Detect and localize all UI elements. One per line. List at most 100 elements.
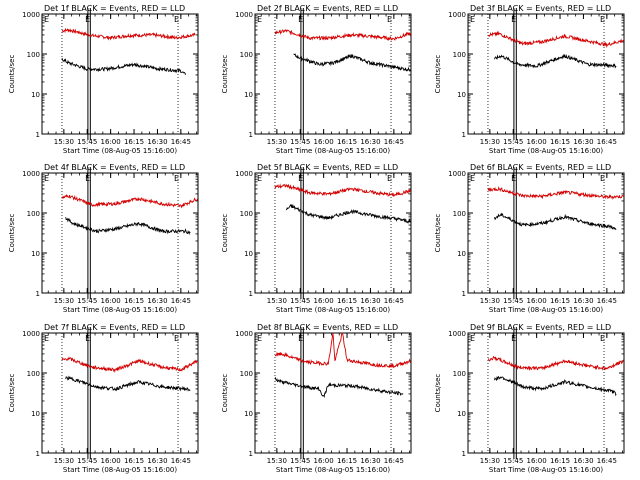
event-marker-label: E <box>298 334 303 343</box>
y-axis-label: Counts/sec <box>434 55 442 94</box>
x-tick-label: 16:15 <box>124 138 144 146</box>
series-line-lld-red <box>274 29 412 42</box>
y-tick-label: 1000 <box>22 170 40 178</box>
x-tick-label: 15:45 <box>503 457 523 465</box>
series-line-events-black <box>274 376 404 399</box>
x-tick-label: 16:00 <box>101 297 121 305</box>
event-marker-label: E <box>44 15 49 24</box>
x-tick-label: 16:30 <box>360 457 380 465</box>
x-tick-label: 16:00 <box>101 138 121 146</box>
x-tick-label: 16:15 <box>550 457 570 465</box>
series-line-lld-red <box>487 355 625 372</box>
chart-title: Det 3f BLACK = Events, RED = LLD <box>470 4 611 13</box>
event-marker-label: E <box>85 334 90 343</box>
x-tick-label: 15:45 <box>77 138 97 146</box>
x-tick-label: 15:30 <box>480 138 500 146</box>
x-tick-label: 16:00 <box>527 457 547 465</box>
event-marker-label: E <box>600 15 605 24</box>
x-tick-label: 16:00 <box>101 457 121 465</box>
event-marker-label: E <box>511 15 516 24</box>
x-tick-label: 15:30 <box>54 457 74 465</box>
y-tick-label: 1 <box>249 131 253 139</box>
event-marker-label: E <box>44 334 49 343</box>
x-tick-label: 16:15 <box>124 297 144 305</box>
event-marker-label: E <box>600 174 605 183</box>
y-tick-label: 100 <box>27 370 40 378</box>
event-marker-label: E <box>174 15 179 24</box>
x-axis-label: Start Time (08-Aug-05 15:16:00) <box>63 306 177 314</box>
x-axis-label: Start Time (08-Aug-05 15:16:00) <box>489 306 603 314</box>
y-axis-label: Counts/sec <box>434 374 442 413</box>
y-tick-label: 1 <box>249 450 253 458</box>
chart-panel-7: Det 7f BLACK = Events, RED = LLD 1 10 100 10… <box>8 323 199 474</box>
x-tick-label: 16:45 <box>384 297 404 305</box>
x-tick-label: 16:30 <box>573 297 593 305</box>
y-tick-label: 100 <box>240 210 253 218</box>
y-tick-label: 10 <box>457 91 466 99</box>
y-tick-label: 1000 <box>448 170 466 178</box>
x-tick-label: 16:30 <box>573 457 593 465</box>
x-axis-label: Start Time (08-Aug-05 15:16:00) <box>63 147 177 155</box>
chart-title: Det 2f BLACK = Events, RED = LLD <box>257 4 398 13</box>
y-tick-label: 100 <box>27 210 40 218</box>
y-tick-label: 10 <box>244 250 253 258</box>
series-line-lld-red <box>274 332 412 369</box>
series-line-lld-red <box>487 30 624 49</box>
x-tick-label: 16:15 <box>550 297 570 305</box>
y-axis-label: Counts/sec <box>8 55 16 94</box>
chart-title: Det 8f BLACK = Events, RED = LLD <box>257 323 398 332</box>
plot-frame <box>254 172 412 294</box>
y-axis-label: Counts/sec <box>434 214 442 253</box>
event-marker-label: E <box>257 15 262 24</box>
chart-panel-8: Det 8f BLACK = Events, RED = LLD 1 10 100 10… <box>221 323 412 474</box>
plot-frame <box>254 13 412 135</box>
x-tick-label: 16:45 <box>384 457 404 465</box>
series-line-events-black <box>494 53 617 69</box>
y-tick-label: 10 <box>244 91 253 99</box>
event-marker-label: E <box>511 334 516 343</box>
y-tick-label: 10 <box>457 410 466 418</box>
x-tick-label: 16:30 <box>147 457 167 465</box>
y-tick-label: 1 <box>462 290 466 298</box>
chart-title: Det 9f BLACK = Events, RED = LLD <box>470 323 611 332</box>
series-line-events-black <box>65 217 191 236</box>
x-tick-label: 16:00 <box>314 457 334 465</box>
series-line-lld-red <box>61 194 199 209</box>
y-tick-label: 100 <box>453 370 466 378</box>
x-axis-label: Start Time (08-Aug-05 15:16:00) <box>489 466 603 474</box>
y-tick-label: 100 <box>240 370 253 378</box>
plot-frame <box>467 172 625 294</box>
x-tick-label: 15:30 <box>480 457 500 465</box>
event-marker-label: E <box>44 174 49 183</box>
event-marker-label: E <box>470 334 475 343</box>
x-tick-label: 16:45 <box>171 138 191 146</box>
series-line-lld-red <box>61 356 198 373</box>
chart-panel-2: Det 2f BLACK = Events, RED = LLD 1 10 100 10… <box>221 4 412 155</box>
x-tick-label: 16:15 <box>550 138 570 146</box>
x-tick-label: 15:45 <box>503 297 523 305</box>
x-tick-label: 15:30 <box>480 297 500 305</box>
x-tick-label: 15:45 <box>290 138 310 146</box>
y-tick-label: 10 <box>31 91 40 99</box>
event-marker-label: E <box>298 174 303 183</box>
y-tick-label: 100 <box>453 210 466 218</box>
x-tick-label: 16:45 <box>384 138 404 146</box>
x-axis-label: Start Time (08-Aug-05 15:16:00) <box>276 466 390 474</box>
x-tick-label: 16:00 <box>527 138 547 146</box>
x-tick-label: 16:15 <box>337 457 357 465</box>
y-axis-label: Counts/sec <box>221 214 229 253</box>
series-line-events-black <box>285 203 411 224</box>
y-tick-label: 10 <box>244 410 253 418</box>
x-tick-label: 16:45 <box>597 457 617 465</box>
event-marker-label: E <box>470 15 475 24</box>
y-tick-label: 1000 <box>22 330 40 338</box>
chart-panel-5: Det 5f BLACK = Events, RED = LLD 1 10 100 10… <box>221 163 412 314</box>
chart-title: Det 1f BLACK = Events, RED = LLD <box>44 4 185 13</box>
x-tick-label: 16:30 <box>147 297 167 305</box>
y-tick-label: 1000 <box>235 330 253 338</box>
x-tick-label: 16:45 <box>171 297 191 305</box>
y-tick-label: 1 <box>462 131 466 139</box>
y-tick-label: 1 <box>36 131 40 139</box>
event-marker-label: E <box>387 174 392 183</box>
